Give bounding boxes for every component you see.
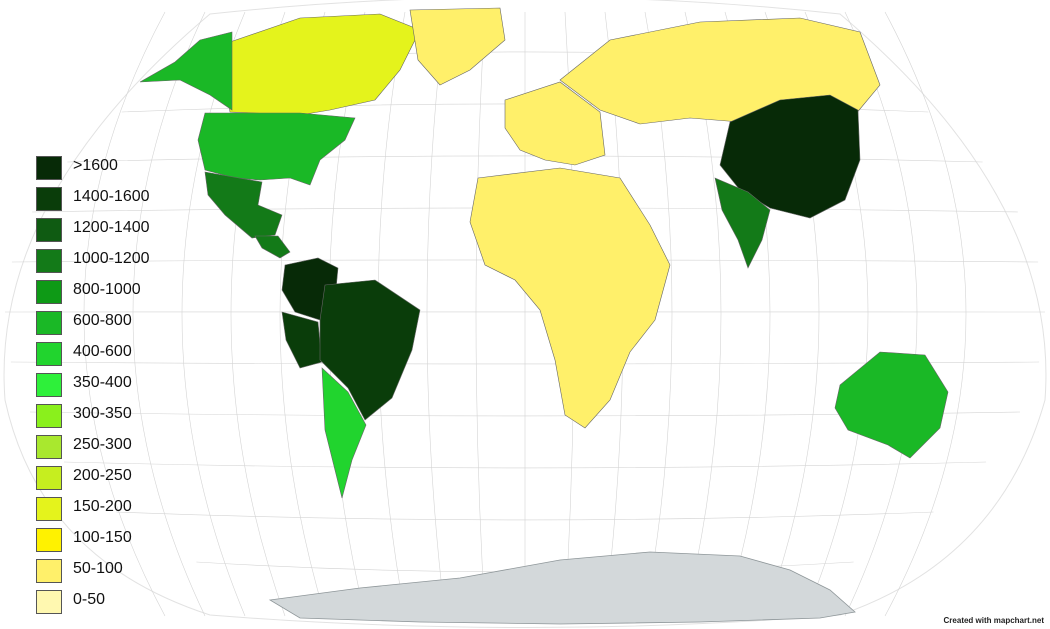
legend-swatch [36,156,62,180]
legend-item: 50-100 [36,557,196,588]
meridian-line [475,11,486,617]
region-canada [224,13,421,116]
legend-swatch [36,373,62,397]
legend-item: 350-400 [36,371,196,402]
legend-label: 50-100 [73,560,123,577]
legend-swatch [36,187,62,211]
legend-label: 100-150 [73,529,132,546]
legend-label: 250-300 [73,436,132,453]
legend-swatch [36,528,62,552]
region-central-america [254,235,291,259]
region-alaska [139,31,233,111]
region-africa [469,167,671,429]
legend-label: 1200-1400 [73,219,150,236]
legend-item: 800-1000 [36,278,196,309]
legend-label: 800-1000 [73,281,141,298]
region-usa [197,112,356,186]
legend-item: 100-150 [36,526,196,557]
legend-label: 150-200 [73,498,132,515]
legend-item: 200-250 [36,464,196,495]
meridian-line [132,11,206,617]
legend-item: 1200-1400 [36,216,196,247]
region-europe [504,81,606,166]
legend-item: 0-50 [36,588,196,619]
meridian-line [884,11,967,617]
legend-item: 250-300 [36,433,196,464]
legend-swatch [36,466,62,490]
meridian-line [844,11,918,617]
legend-swatch [36,559,62,583]
legend-swatch [36,249,62,273]
map-credit: Created with mapchart.net [943,616,1044,625]
legend-label: 400-600 [73,343,132,360]
legend-swatch [36,435,62,459]
legend-label: 1000-1200 [73,250,150,267]
meridian-line [83,11,166,617]
legend-item: 600-800 [36,309,196,340]
legend-swatch [36,280,62,304]
legend-item: 150-200 [36,495,196,526]
region-greenland [409,7,506,86]
region-antarctica [268,551,856,625]
region-argentina [321,367,367,499]
region-brazil [319,279,421,421]
legend-swatch [36,218,62,242]
legend-label: 0-50 [73,591,106,608]
region-peru [281,311,323,369]
legend-label: 350-400 [73,374,132,391]
legend-item: 1000-1200 [36,247,196,278]
legend-swatch [36,497,62,521]
legend-label: 200-250 [73,467,132,484]
meridian-line [426,11,446,617]
legend: >1600 1400-1600 1200-1400 1000-1200 800-1000… [36,154,196,619]
legend-label: 300-350 [73,405,132,422]
parallel-line [116,511,934,521]
legend-label: 1400-1600 [73,188,150,205]
region-australia [834,351,949,459]
legend-item: >1600 [36,154,196,185]
legend-swatch [36,590,62,614]
legend-item: 400-600 [36,340,196,371]
legend-swatch [36,342,62,366]
legend-swatch [36,311,62,335]
legend-label: 600-800 [73,312,132,329]
parallel-line [63,461,987,469]
legend-swatch [36,404,62,428]
region-mexico [204,171,283,239]
legend-item: 300-350 [36,402,196,433]
legend-item: 1400-1600 [36,185,196,216]
legend-label: >1600 [73,157,118,174]
region-india [714,177,771,269]
region-china [719,94,861,219]
